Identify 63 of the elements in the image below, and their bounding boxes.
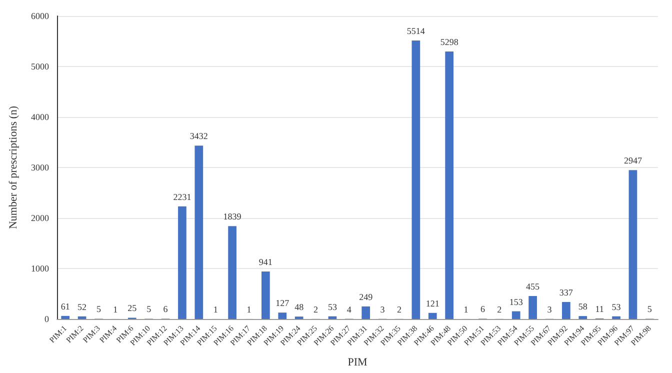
data-label: 3 — [380, 304, 386, 314]
y-tick-label: 5000 — [31, 62, 50, 72]
y-tick-label: 4000 — [31, 112, 50, 122]
data-label: 25 — [128, 303, 138, 314]
y-tick-label: 3000 — [31, 162, 50, 172]
bar — [178, 206, 186, 319]
y-tick-label: 0 — [44, 314, 50, 324]
bar — [445, 51, 454, 319]
bar — [262, 271, 270, 319]
data-label: 153 — [509, 296, 524, 307]
y-tick-label: 6000 — [31, 11, 50, 21]
x-axis-title: PIM — [348, 356, 368, 368]
data-label: 1 — [246, 304, 252, 314]
data-label: 5 — [647, 304, 652, 314]
data-label: 5 — [146, 304, 152, 314]
data-label: 941 — [258, 256, 272, 267]
bar — [578, 316, 588, 319]
bar — [328, 316, 337, 319]
data-label: 3 — [547, 304, 552, 314]
data-label: 5 — [96, 304, 102, 314]
data-label: 52 — [78, 302, 87, 312]
data-label: 1 — [464, 304, 468, 314]
data-label: 6 — [163, 304, 168, 314]
data-label: 2231 — [173, 192, 192, 202]
data-label: 53 — [328, 302, 338, 312]
bar — [78, 316, 86, 319]
data-label: 2947 — [624, 156, 642, 166]
data-label: 5298 — [440, 36, 459, 47]
bar — [228, 226, 236, 319]
data-label: 2 — [396, 304, 402, 314]
data-label: 337 — [559, 287, 574, 298]
bar — [612, 316, 620, 319]
data-label: 121 — [426, 298, 440, 308]
bar — [278, 312, 287, 319]
data-label: 11 — [595, 304, 604, 314]
data-label: 455 — [526, 282, 540, 292]
data-label: 1 — [213, 304, 218, 314]
bar — [362, 306, 370, 319]
data-label: 249 — [359, 292, 374, 302]
data-label: 2 — [497, 304, 502, 314]
data-label: 53 — [612, 302, 622, 312]
y-axis-title: Number of prescriptions (n) — [8, 106, 20, 230]
bar — [512, 311, 520, 319]
data-label: 1839 — [223, 212, 242, 222]
bar — [628, 170, 638, 319]
data-label: 4 — [346, 304, 352, 314]
data-label: 3432 — [190, 131, 208, 142]
y-tick-label: 2000 — [31, 213, 50, 223]
data-label: 127 — [276, 298, 290, 308]
data-label: 61 — [60, 301, 70, 312]
data-label: 1 — [113, 304, 118, 314]
data-label: 2 — [314, 304, 318, 314]
bar — [428, 312, 437, 319]
bar — [61, 316, 70, 319]
data-label: 5514 — [406, 26, 426, 36]
bar — [562, 302, 570, 319]
data-label: 48 — [294, 302, 304, 312]
bar — [194, 146, 204, 319]
data-label: 6 — [480, 304, 486, 314]
bar — [528, 296, 537, 319]
data-label: 58 — [578, 302, 588, 312]
bar — [412, 40, 420, 319]
y-tick-label: 1000 — [31, 264, 50, 274]
